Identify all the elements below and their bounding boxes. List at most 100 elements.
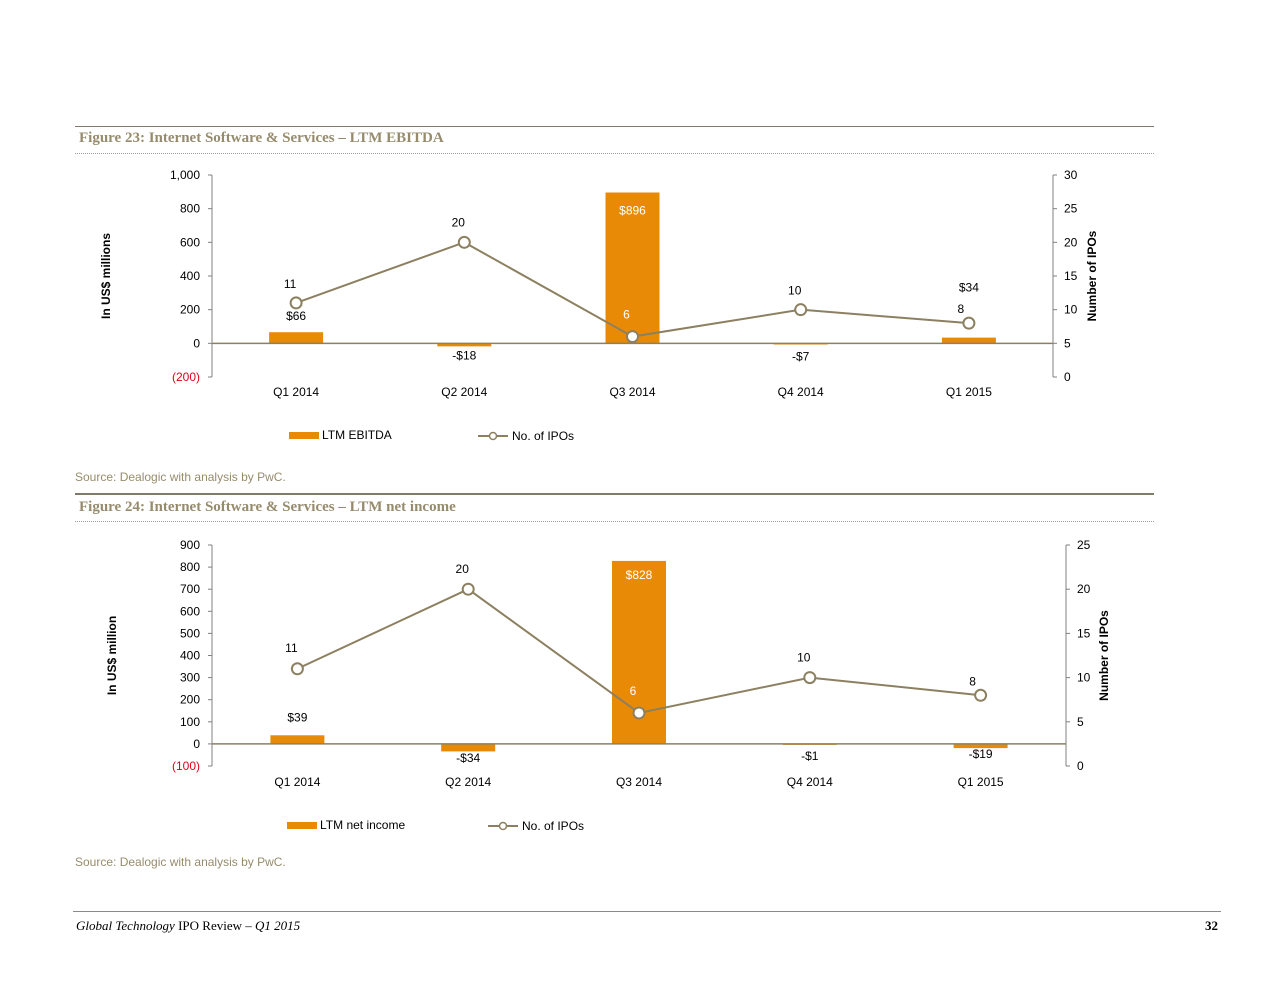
left-axis-tick-label: 700 xyxy=(180,582,200,596)
left-axis-tick-label: 800 xyxy=(180,560,200,574)
left-axis-tick-label: 600 xyxy=(180,604,200,618)
left-axis-tick-label: 200 xyxy=(180,693,200,707)
right-axis-tick-label: 10 xyxy=(1064,303,1078,317)
category-label: Q3 2014 xyxy=(616,775,662,789)
legend-line-marker xyxy=(488,431,498,441)
ipo-count-label: 11 xyxy=(284,277,297,291)
footer-title-part1: Global Technology xyxy=(76,918,175,933)
ipo-count-marker xyxy=(803,671,817,685)
left-axis-tick-label: 600 xyxy=(180,235,200,249)
right-axis-title: Number of IPOs xyxy=(1097,610,1111,701)
left-axis-tick-label: 500 xyxy=(180,626,200,640)
right-axis-title: Number of IPOs xyxy=(1085,230,1099,321)
ipo-count-marker xyxy=(632,706,646,720)
right-axis-tick-label: 30 xyxy=(1064,168,1078,182)
bar-3 xyxy=(605,192,660,344)
bar-2 xyxy=(441,743,496,752)
left-axis-tick-label: 200 xyxy=(180,303,200,317)
figure-24-top-rule xyxy=(75,493,1154,495)
figure-23-dotted-rule xyxy=(75,153,1154,154)
left-axis-tick-label: 1,000 xyxy=(170,168,200,182)
category-label: Q1 2014 xyxy=(274,775,320,789)
left-axis-tick-label: 100 xyxy=(180,715,200,729)
category-label: Q3 2014 xyxy=(609,385,655,399)
left-axis-title: In US$ millions xyxy=(99,233,113,319)
bar-value-label: $828 xyxy=(626,568,653,582)
legend-bar-label: LTM EBITDA xyxy=(322,428,392,442)
ipo-count-label: 20 xyxy=(456,562,470,576)
page-number: 32 xyxy=(1205,918,1218,933)
left-axis-tick-label: 300 xyxy=(180,671,200,685)
bar-value-label: -$19 xyxy=(969,747,993,761)
figure-23-title: Figure 23: Internet Software & Services … xyxy=(79,130,444,146)
footer-title-part3: Q1 2015 xyxy=(255,918,301,933)
category-label: Q1 2014 xyxy=(273,385,319,399)
figure-23-chart: (200) 0 200 400 600 800 1,000 0 5 10 15 20 25 30 In US… xyxy=(99,168,1099,443)
left-axis-title: In US$ million xyxy=(105,616,119,695)
figure-24-source: Source: Dealogic with analysis by PwC. xyxy=(75,855,286,869)
left-axis-tick-label: 400 xyxy=(180,649,200,663)
left-axis-tick-label: (100) xyxy=(172,759,200,773)
category-label: Q2 2014 xyxy=(441,385,487,399)
category-label: Q4 2014 xyxy=(778,385,824,399)
right-axis-tick-label: 10 xyxy=(1077,671,1091,685)
bar-value-label: -$1 xyxy=(801,749,819,763)
bar-1 xyxy=(270,735,325,744)
ipo-count-label: 10 xyxy=(797,651,811,665)
figure-24-chart: (100) 0 100 200 300 400 500 600 700 800 900 0 5 10 15 2… xyxy=(105,538,1111,833)
left-axis-tick-label: 400 xyxy=(180,269,200,283)
bar-value-label: $34 xyxy=(959,281,979,295)
right-axis-tick-label: 5 xyxy=(1064,336,1071,350)
figure-24-title: Figure 24: Internet Software & Services … xyxy=(79,499,456,515)
right-axis-tick-label: 20 xyxy=(1077,582,1091,596)
ipo-count-label: 6 xyxy=(630,684,637,698)
ipo-count-marker xyxy=(962,316,976,330)
category-label: Q2 2014 xyxy=(445,775,491,789)
ipo-count-marker xyxy=(794,303,808,317)
ipo-count-label: 6 xyxy=(623,308,630,322)
ipo-count-label: 20 xyxy=(452,215,466,229)
figure-24-dotted-rule xyxy=(75,521,1154,522)
bar-value-label: $66 xyxy=(286,309,306,323)
footer-report-title: Global Technology IPO Review – Q1 2015 xyxy=(76,918,300,934)
bar-2 xyxy=(437,343,492,347)
ipo-count-marker xyxy=(626,330,639,344)
left-axis-tick-label: 800 xyxy=(180,202,200,216)
category-label: Q1 2015 xyxy=(946,385,992,399)
right-axis-tick-label: 0 xyxy=(1064,370,1071,384)
legend-bar-swatch xyxy=(289,432,319,439)
right-axis-tick-label: 20 xyxy=(1064,235,1078,249)
bar-1 xyxy=(269,332,324,344)
bar-5 xyxy=(953,743,1008,749)
ipo-count-label: 10 xyxy=(788,284,802,298)
right-axis-tick-label: 5 xyxy=(1077,715,1084,729)
legend-line-label: No. of IPOs xyxy=(522,819,584,833)
category-label: Q1 2015 xyxy=(958,775,1004,789)
legend-bar-swatch xyxy=(287,822,317,829)
bar-value-label: -$18 xyxy=(452,348,476,362)
bar-5 xyxy=(941,337,996,344)
footer-title-part2: IPO Review – xyxy=(174,918,255,933)
ipo-count-marker xyxy=(457,235,471,249)
ipo-count-marker xyxy=(974,688,988,702)
ipo-count-marker xyxy=(461,582,475,596)
bar-value-label: $39 xyxy=(287,710,307,724)
legend-line-marker xyxy=(498,821,508,831)
figure-23-top-rule xyxy=(75,126,1154,127)
left-axis-tick-label: 0 xyxy=(193,737,200,751)
bar-value-label: -$34 xyxy=(456,751,480,765)
left-axis-tick-label: 900 xyxy=(180,538,200,552)
ipo-count-marker xyxy=(290,662,304,676)
ipo-count-label: 11 xyxy=(285,641,298,655)
left-axis-tick-label: (200) xyxy=(172,370,200,384)
legend-line-label: No. of IPOs xyxy=(512,429,574,443)
ipo-count-marker xyxy=(289,296,303,310)
figure-23-source: Source: Dealogic with analysis by PwC. xyxy=(75,470,286,484)
category-label: Q4 2014 xyxy=(787,775,833,789)
right-axis-tick-label: 15 xyxy=(1077,626,1091,640)
ipo-count-label: 8 xyxy=(969,674,976,688)
right-axis-tick-label: 0 xyxy=(1077,759,1084,773)
left-axis-tick-label: 0 xyxy=(193,336,200,350)
right-axis-tick-label: 15 xyxy=(1064,269,1078,283)
footer-rule xyxy=(73,911,1221,912)
